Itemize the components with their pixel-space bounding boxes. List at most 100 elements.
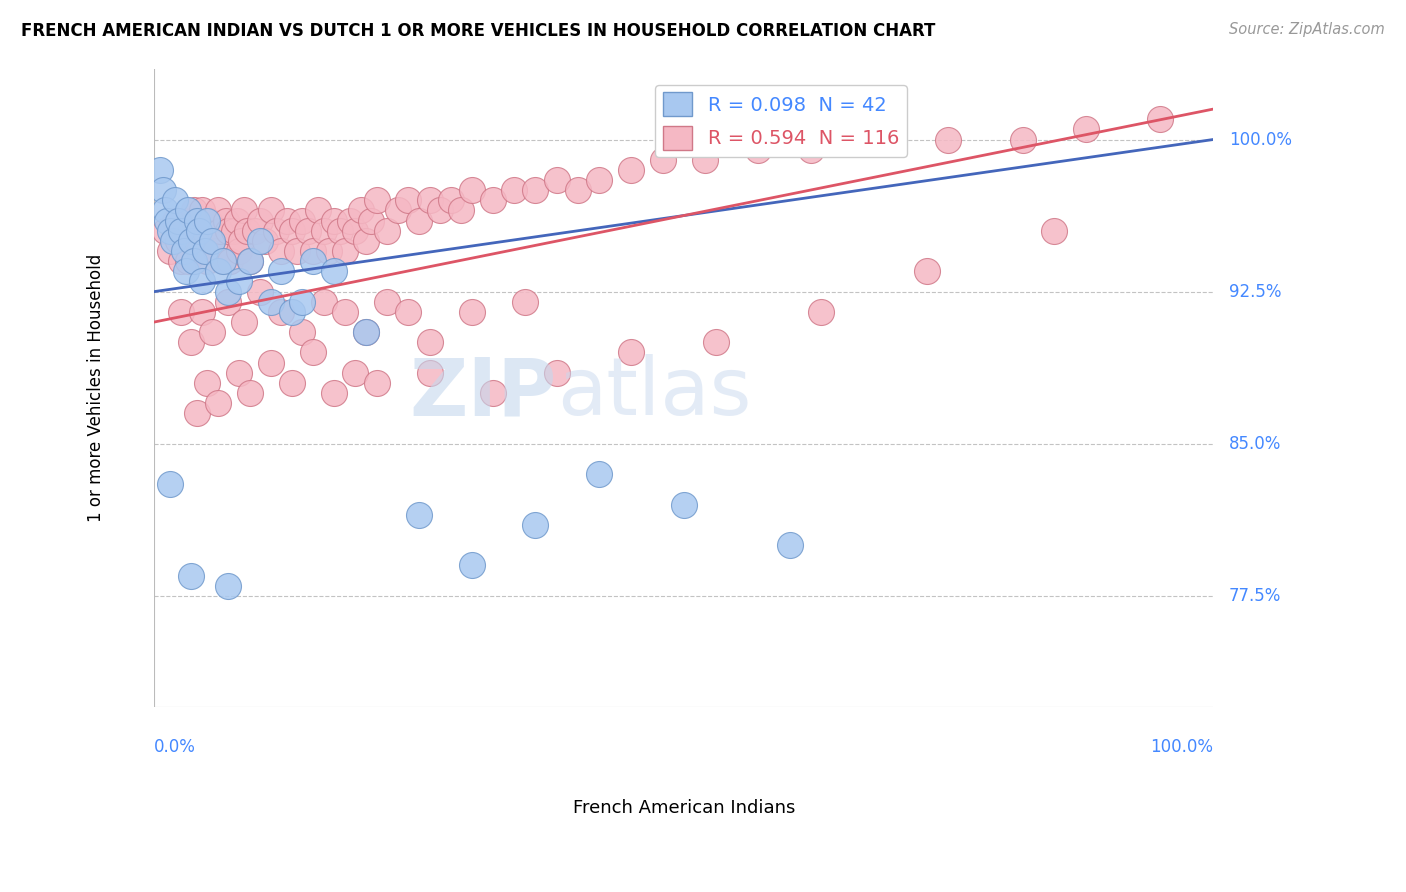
Text: Source: ZipAtlas.com: Source: ZipAtlas.com (1229, 22, 1385, 37)
Point (159, 224, 181, 238)
Point (195, 254, 218, 268)
Point (323, 386, 346, 401)
Text: French American Indians: French American Indians (572, 798, 794, 816)
Point (375, 224, 398, 238)
Point (651, 153, 673, 167)
Point (187, 244, 209, 258)
Point (219, 254, 242, 268)
Point (429, 203, 451, 218)
Point (148, 162, 170, 177)
Point (228, 244, 250, 258)
Point (323, 213, 346, 227)
Text: 92.5%: 92.5% (1229, 283, 1282, 301)
Point (285, 244, 308, 258)
Point (270, 244, 292, 258)
Point (354, 234, 377, 248)
Point (187, 224, 209, 238)
Point (177, 203, 200, 218)
Point (249, 285, 271, 299)
Point (233, 203, 256, 218)
Text: 85.0%: 85.0% (1229, 434, 1281, 453)
Point (329, 224, 352, 238)
Point (291, 213, 314, 227)
Point (225, 213, 247, 227)
Point (546, 366, 568, 380)
Point (254, 234, 277, 248)
Point (222, 224, 245, 238)
Point (281, 376, 304, 390)
Point (233, 315, 256, 329)
Point (264, 224, 287, 238)
Point (260, 294, 283, 309)
Point (217, 224, 239, 238)
Point (312, 224, 335, 238)
Point (195, 213, 218, 227)
Point (302, 254, 325, 268)
Point (333, 305, 356, 319)
Point (461, 305, 484, 319)
Point (461, 558, 484, 573)
Point (156, 213, 179, 227)
Point (524, 517, 547, 532)
Point (170, 224, 193, 238)
Point (1043, 224, 1066, 238)
Text: FRENCH AMERICAN INDIAN VS DUTCH 1 OR MORE VEHICLES IN HOUSEHOLD CORRELATION CHAR: FRENCH AMERICAN INDIAN VS DUTCH 1 OR MOR… (21, 22, 935, 40)
Point (302, 345, 325, 359)
Text: atlas: atlas (557, 354, 751, 432)
Point (207, 264, 229, 278)
Point (238, 386, 260, 401)
Point (291, 294, 314, 309)
Text: 77.5%: 77.5% (1229, 587, 1281, 605)
Point (207, 396, 229, 410)
Point (165, 194, 187, 208)
Point (339, 213, 361, 227)
Point (243, 224, 266, 238)
Point (747, 143, 769, 157)
Point (461, 183, 484, 197)
Point (198, 213, 221, 227)
Point (810, 305, 832, 319)
Point (387, 203, 409, 218)
Point (170, 254, 193, 268)
Point (408, 508, 430, 522)
Point (375, 294, 398, 309)
Point (183, 203, 205, 218)
Point (186, 234, 208, 248)
Point (567, 183, 589, 197)
Point (354, 325, 377, 339)
Point (159, 477, 181, 491)
Point (938, 132, 960, 146)
Point (863, 132, 886, 146)
Point (693, 153, 716, 167)
Point (165, 213, 187, 227)
Point (159, 244, 181, 258)
Point (546, 173, 568, 187)
Point (408, 213, 430, 227)
Point (249, 213, 271, 227)
Point (201, 234, 224, 248)
Point (183, 254, 205, 268)
Point (217, 294, 239, 309)
Text: ZIP: ZIP (409, 354, 557, 432)
Point (260, 355, 283, 369)
Point (195, 376, 218, 390)
Point (344, 224, 367, 238)
Point (186, 213, 208, 227)
Point (201, 325, 224, 339)
Point (177, 254, 200, 268)
Point (215, 213, 238, 227)
Point (366, 194, 388, 208)
Point (354, 325, 377, 339)
Point (366, 376, 388, 390)
Point (1149, 112, 1171, 127)
Point (170, 305, 193, 319)
Text: 100.0%: 100.0% (1229, 130, 1292, 148)
Point (204, 244, 226, 258)
Point (228, 366, 250, 380)
Point (482, 386, 505, 401)
Point (419, 194, 441, 208)
Text: 100.0%: 100.0% (1150, 738, 1213, 756)
Point (620, 162, 643, 177)
Point (419, 335, 441, 350)
Point (173, 244, 195, 258)
